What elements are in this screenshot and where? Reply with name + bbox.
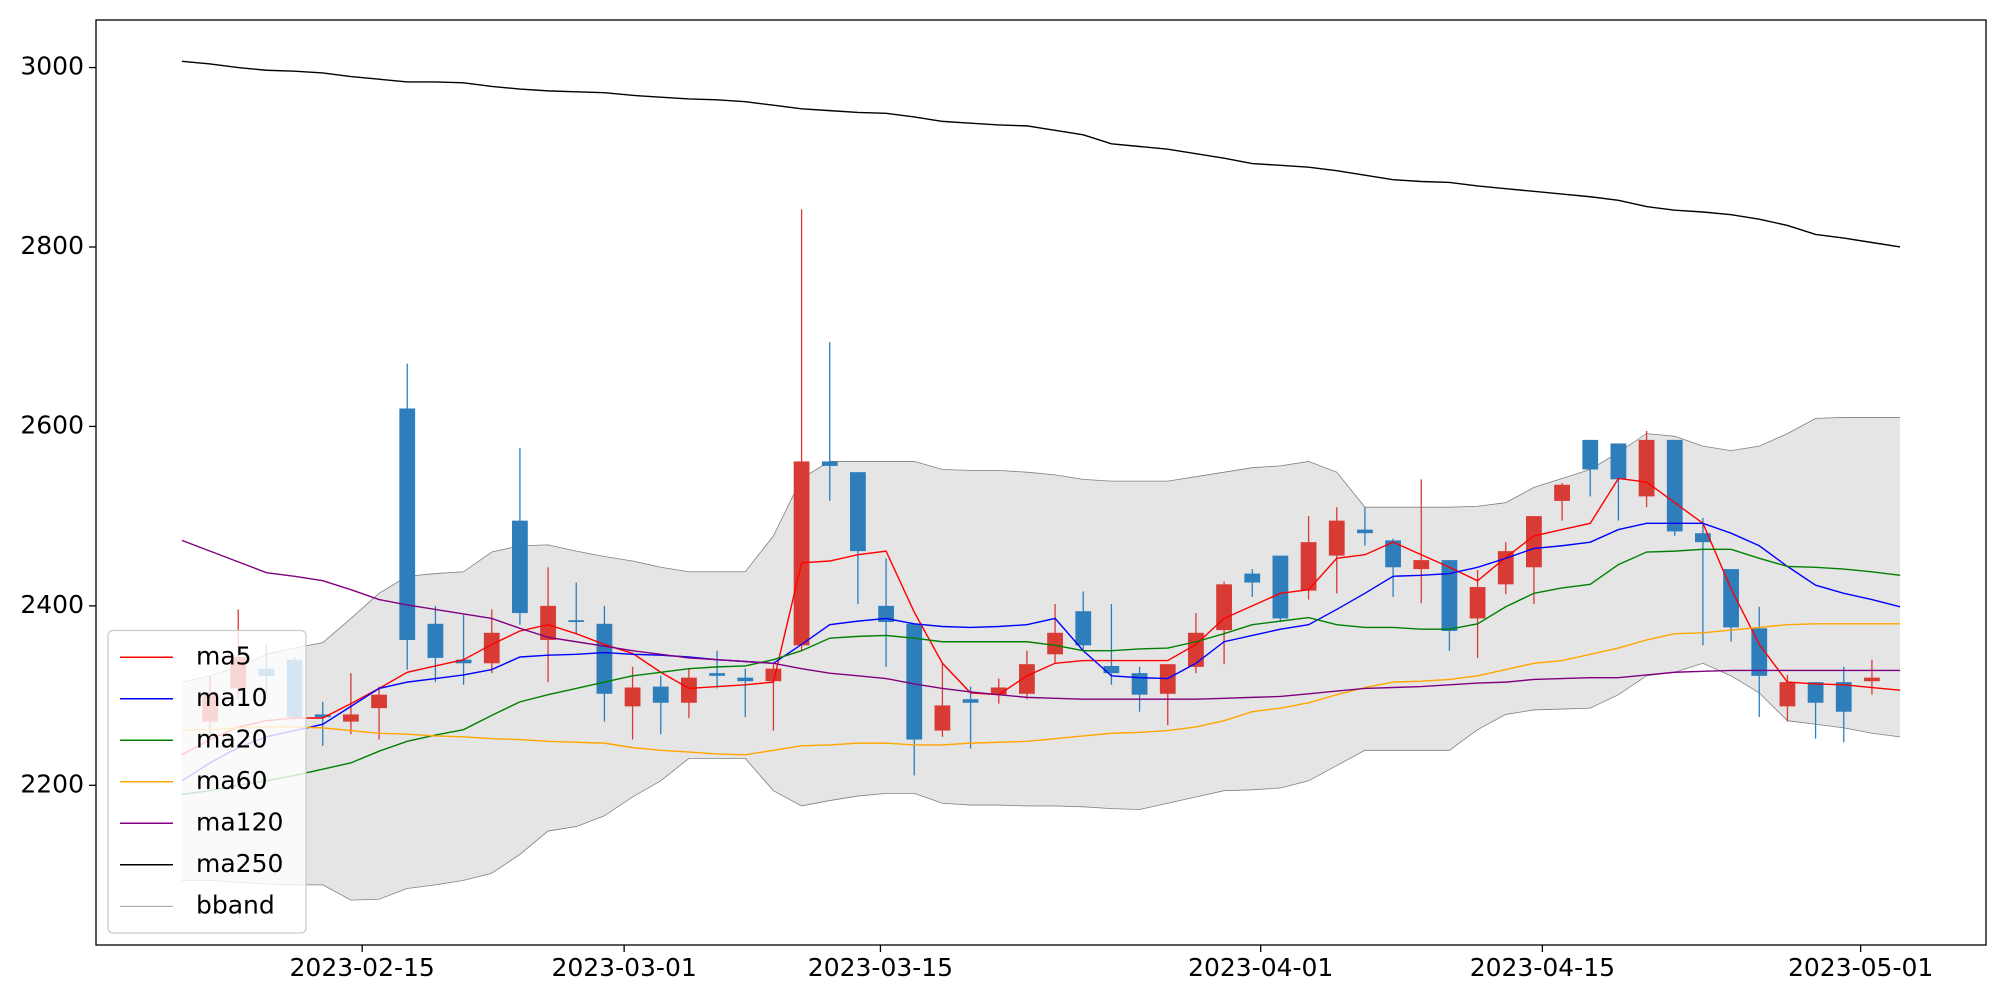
candle-body [1695,533,1711,543]
candle-body [1441,560,1458,631]
plot-area [181,60,1901,901]
legend-label: bband [196,890,275,919]
ma-line [181,60,1901,248]
ma-line [181,477,1901,756]
candle-body [1751,628,1768,676]
candle-body [793,461,810,646]
candle-body [1723,569,1739,628]
candle-body [399,408,416,640]
candle-body [1357,529,1373,534]
candle-body [850,472,866,552]
candle-body [1188,632,1204,667]
legend-label: ma120 [196,807,283,836]
candle-body [709,673,725,676]
candle-body [1047,632,1063,655]
candle-body [990,687,1007,695]
axes-frame [95,19,1987,946]
y-tick-label: 3000 [20,52,84,81]
candle-body [1554,484,1570,501]
x-tick-label: 2023-03-15 [808,953,953,982]
candle-body [1835,682,1852,712]
candle-body [1385,540,1401,568]
ma-line [181,623,1901,756]
candle-body [371,694,387,709]
x-tick-label: 2023-03-01 [551,953,696,982]
candle-body [934,705,951,731]
candle-body [1413,560,1430,570]
band-area [181,417,1901,901]
x-tick-label: 2023-04-01 [1188,953,1333,982]
y-tick-label: 2400 [20,590,84,619]
candle-body [681,677,697,703]
candle-body [1666,439,1683,532]
candle-body [1638,439,1655,497]
candle-body [1075,611,1092,646]
candle-body [1807,682,1824,703]
legend-label: ma250 [196,849,283,878]
candle-body [1582,439,1599,470]
candle-body [427,623,444,658]
candle-body [1779,682,1796,707]
candle-body [1300,542,1317,591]
candle-body [765,668,782,682]
x-tick-label: 2023-04-15 [1470,953,1615,982]
y-tick-label: 2600 [20,410,84,439]
ma-line [181,548,1901,795]
candle-body [455,659,472,664]
candle-body [483,632,500,664]
candle-body [1272,555,1289,619]
candle-body [1103,665,1120,674]
legend-label: ma20 [196,724,267,753]
legend-label: ma10 [196,683,267,712]
x-tick-label: 2023-02-15 [290,953,435,982]
candle-body [1244,573,1261,583]
candle-body [1019,664,1035,694]
candle-body [596,623,613,694]
candle-body [906,623,923,740]
candle-body [1526,516,1542,568]
candle-body [962,699,979,703]
ma-line [181,522,1901,782]
candle-body [1216,584,1232,631]
candle-body [568,620,585,623]
legend: ma5 ma10 ma20 ma60 ma120 ma250 bband [107,629,307,934]
candle-body [1610,443,1627,480]
y-tick-label: 2200 [20,769,84,798]
candle-body [821,461,838,466]
candle-body [878,605,894,623]
candle-body [624,687,641,707]
candle-body [1864,677,1880,682]
ma-line [181,539,1901,700]
candle-body [343,714,359,722]
candle-body [1328,520,1345,556]
candle-body [1469,587,1486,619]
candle-body [1131,673,1148,695]
legend-frame [107,629,307,934]
candle-body [314,714,331,718]
legend-label: ma60 [196,766,267,795]
y-tick-label: 2800 [20,231,84,260]
band-lower [181,662,1901,901]
candle-body [540,605,556,640]
x-tick-label: 2023-05-01 [1788,953,1933,982]
candle-body [737,677,754,682]
candle-body [652,686,669,703]
legend-label: ma5 [196,641,252,670]
candle-body [512,520,528,614]
